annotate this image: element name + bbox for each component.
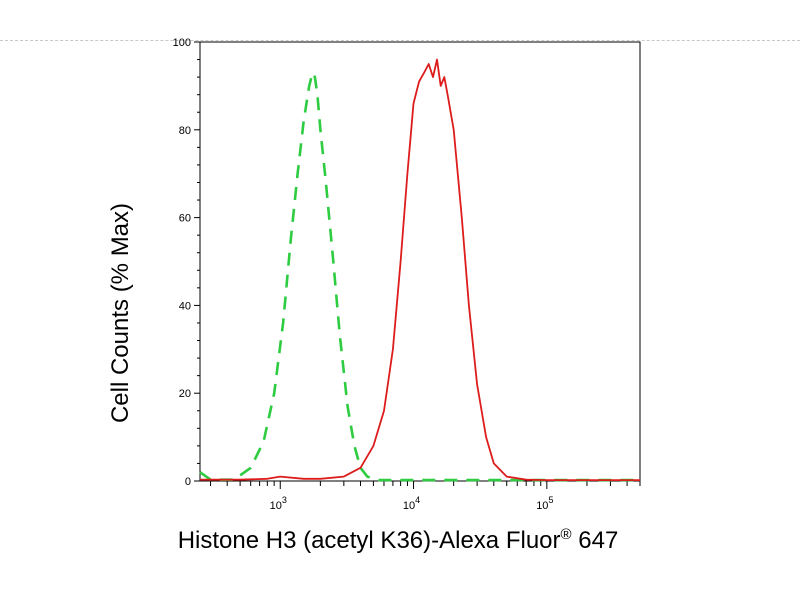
series-green-dashed-line (199, 71, 640, 482)
y-axis: 0 20 40 60 80 100 (173, 37, 200, 488)
plot-border (199, 41, 641, 482)
x-axis: 103 104 105 (210, 481, 641, 512)
x-axis-title-main: Histone H3 (acetyl K36)-Alexa Fluor (178, 527, 561, 554)
x-tick-label: 104 (403, 495, 420, 512)
y-axis-title: Cell Counts (% Max) (107, 203, 134, 423)
x-axis-title: Histone H3 (acetyl K36)-Alexa Fluor® 647 (178, 526, 619, 554)
y-tick-label: 80 (179, 125, 191, 137)
y-tick-label: 40 (179, 300, 191, 312)
series-layer (199, 58, 640, 482)
x-axis-title-suffix: 647 (572, 527, 619, 554)
plot-frame (199, 41, 641, 482)
top-dashed-rule (0, 40, 800, 41)
y-tick-label: 0 (185, 476, 191, 488)
series-red-solid-line (200, 58, 640, 482)
y-tick-label: 60 (179, 213, 191, 225)
x-tick-label: 103 (270, 495, 287, 512)
y-tick-label: 100 (173, 37, 191, 49)
x-tick-label: 105 (536, 495, 553, 512)
y-tick-label: 20 (179, 388, 191, 400)
x-axis-title-registered-mark: ® (561, 526, 572, 543)
